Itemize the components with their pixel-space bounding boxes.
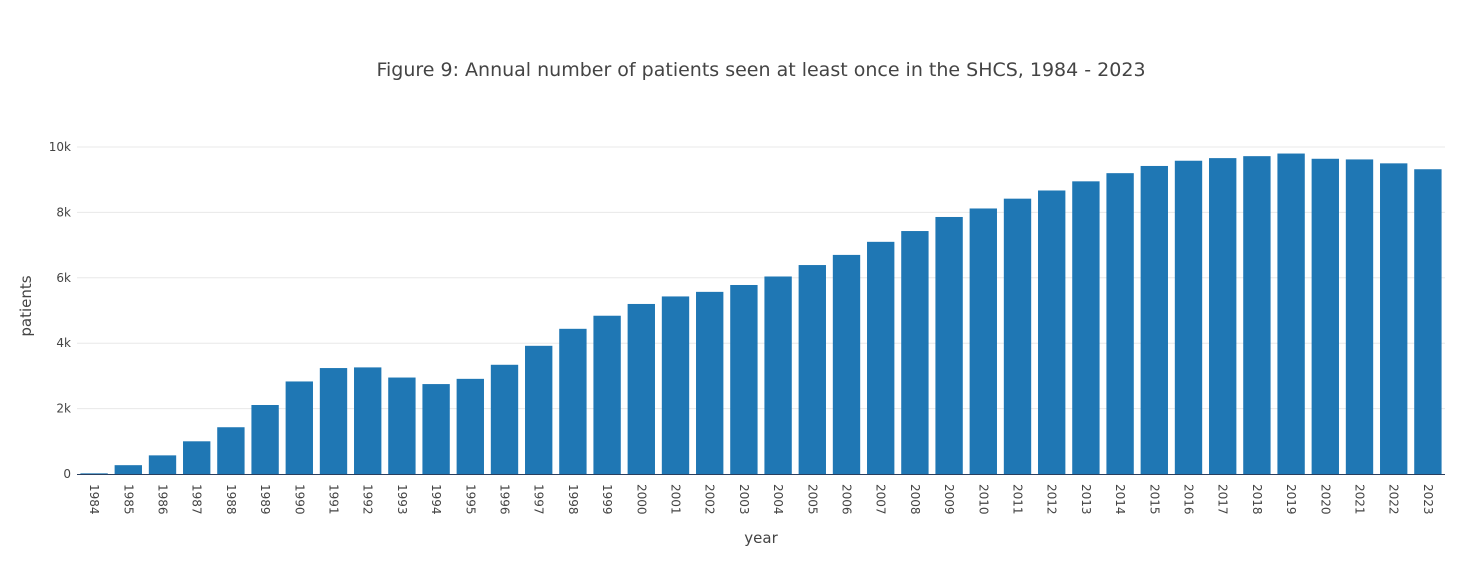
x-tick-label: 1998 <box>566 484 580 515</box>
x-tick-label: 2000 <box>634 484 648 515</box>
bar-1999[interactable] <box>593 315 621 474</box>
x-tick-label: 2009 <box>942 484 956 515</box>
y-tick-label: 8k <box>56 205 71 219</box>
x-tick-label: 2022 <box>1387 484 1401 515</box>
bar-1998[interactable] <box>559 328 587 474</box>
x-tick-label: 1985 <box>121 484 135 515</box>
bar-2012[interactable] <box>1038 190 1066 474</box>
gridlines <box>77 146 1445 410</box>
x-tick-label: 2018 <box>1250 484 1264 515</box>
x-tick-label: 2017 <box>1216 484 1230 515</box>
x-tick-label: 2021 <box>1353 484 1367 515</box>
x-tick-label: 1984 <box>87 484 101 515</box>
bar-2008[interactable] <box>901 231 929 474</box>
bar-2007[interactable] <box>867 241 895 474</box>
x-tick-label: 1995 <box>463 484 477 515</box>
x-tick-label: 1992 <box>361 484 375 515</box>
bar-2014[interactable] <box>1106 173 1134 474</box>
bar-1987[interactable] <box>183 441 211 474</box>
bar-2018[interactable] <box>1243 156 1271 474</box>
x-tick-label: 2005 <box>805 484 819 515</box>
x-tick-label: 1989 <box>258 484 272 515</box>
x-tick-label: 2013 <box>1079 484 1093 515</box>
x-tick-label: 2015 <box>1147 484 1161 515</box>
x-tick-label: 2002 <box>703 484 717 515</box>
x-tick-label: 1997 <box>532 484 546 515</box>
bar-1989[interactable] <box>251 405 279 474</box>
bar-2011[interactable] <box>1003 198 1032 474</box>
chart-title: Figure 9: Annual number of patients seen… <box>376 59 1145 81</box>
x-axis-ticks: 1984 1985 1986 1987 1988 1989 1990 1991 1992 1993… <box>87 484 1435 515</box>
x-tick-label: 2003 <box>737 484 751 515</box>
x-tick-label: 2019 <box>1284 484 1298 515</box>
bar-1988[interactable] <box>217 427 245 474</box>
bar-1996[interactable] <box>490 364 519 474</box>
bar-2005[interactable] <box>798 265 826 474</box>
x-tick-label: 2004 <box>771 484 785 515</box>
x-tick-label: 1991 <box>327 484 341 515</box>
bar-2015[interactable] <box>1140 165 1168 474</box>
y-tick-label: 0 <box>63 467 71 481</box>
bar-2019[interactable] <box>1277 153 1305 475</box>
x-axis-title: year <box>744 529 778 547</box>
bars <box>80 153 1442 475</box>
x-tick-label: 1993 <box>395 484 409 515</box>
bar-1985[interactable] <box>114 465 142 474</box>
x-tick-label: 2023 <box>1421 484 1435 515</box>
bar-2021[interactable] <box>1345 159 1374 474</box>
x-tick-label: 1999 <box>600 484 614 515</box>
y-axis-ticks: 0 2k 4k 6k 8k 10k <box>49 140 71 481</box>
bar-2023[interactable] <box>1414 169 1442 474</box>
bar-2001[interactable] <box>661 296 690 474</box>
x-tick-label: 2007 <box>874 484 888 515</box>
y-tick-label: 4k <box>56 336 71 350</box>
y-tick-label: 2k <box>56 402 71 416</box>
bar-1984[interactable] <box>80 473 108 474</box>
bar-2003[interactable] <box>730 284 758 474</box>
x-tick-label: 1987 <box>190 484 204 515</box>
x-tick-label: 1988 <box>224 484 238 515</box>
bar-1993[interactable] <box>388 377 416 474</box>
bar-1997[interactable] <box>525 345 553 474</box>
bar-2002[interactable] <box>696 291 724 474</box>
x-tick-label: 2006 <box>840 484 854 515</box>
bar-2009[interactable] <box>935 216 963 474</box>
x-tick-label: 1986 <box>156 484 170 515</box>
bar-1992[interactable] <box>354 367 382 474</box>
bar-2006[interactable] <box>832 254 861 474</box>
bar-2010[interactable] <box>969 208 997 474</box>
bar-2017[interactable] <box>1209 158 1237 475</box>
bar-2020[interactable] <box>1311 158 1339 474</box>
bar-2000[interactable] <box>627 303 655 474</box>
bar-1986[interactable] <box>148 455 177 474</box>
y-axis-title: patients <box>17 275 35 336</box>
x-tick-label: 2008 <box>908 484 922 515</box>
bar-1995[interactable] <box>456 378 484 474</box>
x-tick-label: 2001 <box>669 484 683 515</box>
x-tick-label: 2020 <box>1318 484 1332 515</box>
bar-1991[interactable] <box>319 368 348 474</box>
x-tick-label: 1994 <box>429 484 443 515</box>
y-tick-label: 10k <box>49 140 71 154</box>
x-tick-label: 2011 <box>1011 484 1025 515</box>
x-tick-label: 2012 <box>1045 484 1059 515</box>
bar-1994[interactable] <box>422 384 450 474</box>
bar-1990[interactable] <box>285 381 313 474</box>
x-tick-label: 1990 <box>292 484 306 515</box>
bar-2022[interactable] <box>1380 163 1408 474</box>
y-tick-label: 6k <box>56 271 71 285</box>
bar-2016[interactable] <box>1174 160 1203 474</box>
bar-2004[interactable] <box>764 276 792 474</box>
x-tick-label: 2016 <box>1182 484 1196 515</box>
x-tick-label: 1996 <box>498 484 512 515</box>
x-tick-label: 2010 <box>976 484 990 515</box>
x-tick-label: 2014 <box>1113 484 1127 515</box>
bar-2013[interactable] <box>1072 181 1100 474</box>
